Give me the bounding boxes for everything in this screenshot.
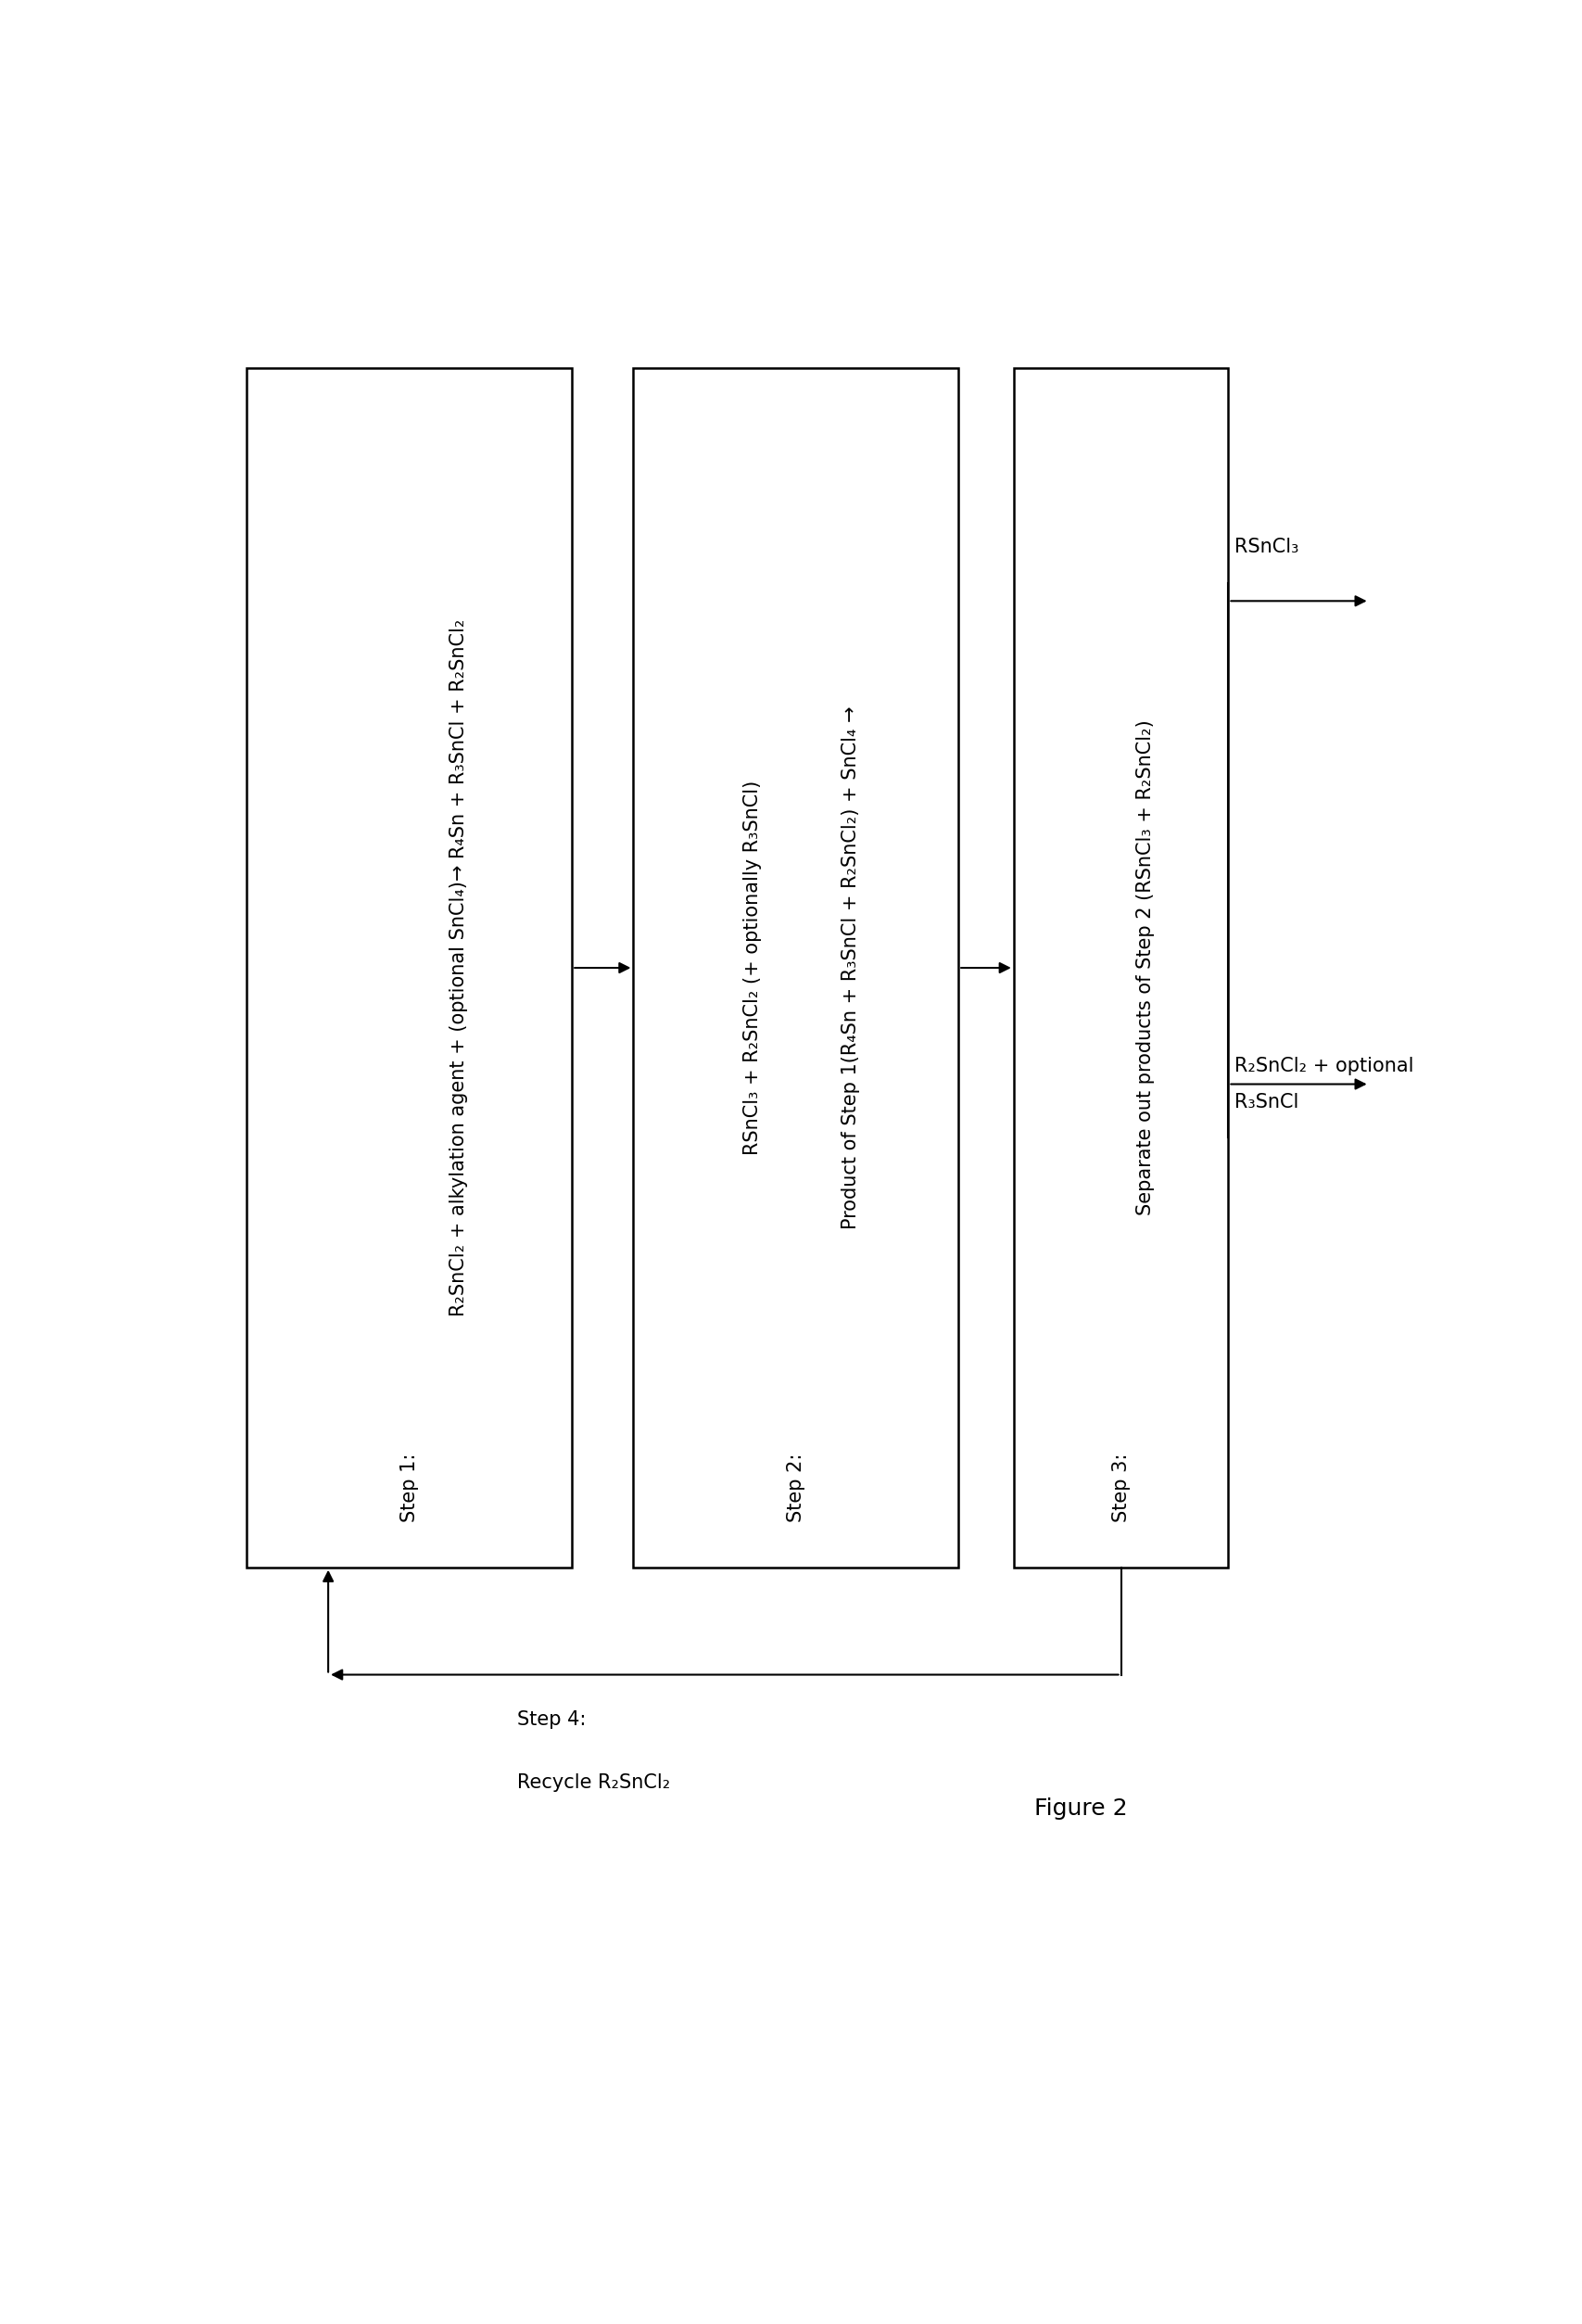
Text: Figure 2: Figure 2 xyxy=(1035,1799,1126,1820)
Text: Recycle R₂SnCl₂: Recycle R₂SnCl₂ xyxy=(516,1773,669,1792)
Text: Step 1:: Step 1: xyxy=(400,1452,419,1522)
Text: R₂SnCl₂ + optional: R₂SnCl₂ + optional xyxy=(1234,1057,1413,1076)
Text: Step 2:: Step 2: xyxy=(786,1452,805,1522)
Text: Product of Step 1(R₄Sn + R₃SnCl + R₂SnCl₂) + SnCl₄ →: Product of Step 1(R₄Sn + R₃SnCl + R₂SnCl… xyxy=(842,706,861,1229)
Text: Separate out products of Step 2 (RSnCl₃ + R₂SnCl₂): Separate out products of Step 2 (RSnCl₃ … xyxy=(1136,720,1155,1215)
Text: Step 4:: Step 4: xyxy=(516,1710,585,1729)
Text: R₂SnCl₂ + alkylation agent + (optional SnCl₄)→ R₄Sn + R₃SnCl + R₂SnCl₂: R₂SnCl₂ + alkylation agent + (optional S… xyxy=(449,618,468,1318)
Bar xyxy=(247,370,571,1566)
Text: R₃SnCl: R₃SnCl xyxy=(1234,1092,1297,1111)
Text: RSnCl₃: RSnCl₃ xyxy=(1234,537,1297,555)
Text: Step 3:: Step 3: xyxy=(1111,1452,1130,1522)
Text: RSnCl₃ + R₂SnCl₂ (+ optionally R₃SnCl): RSnCl₃ + R₂SnCl₂ (+ optionally R₃SnCl) xyxy=(744,781,763,1155)
Bar xyxy=(1012,370,1228,1566)
Bar xyxy=(633,370,959,1566)
